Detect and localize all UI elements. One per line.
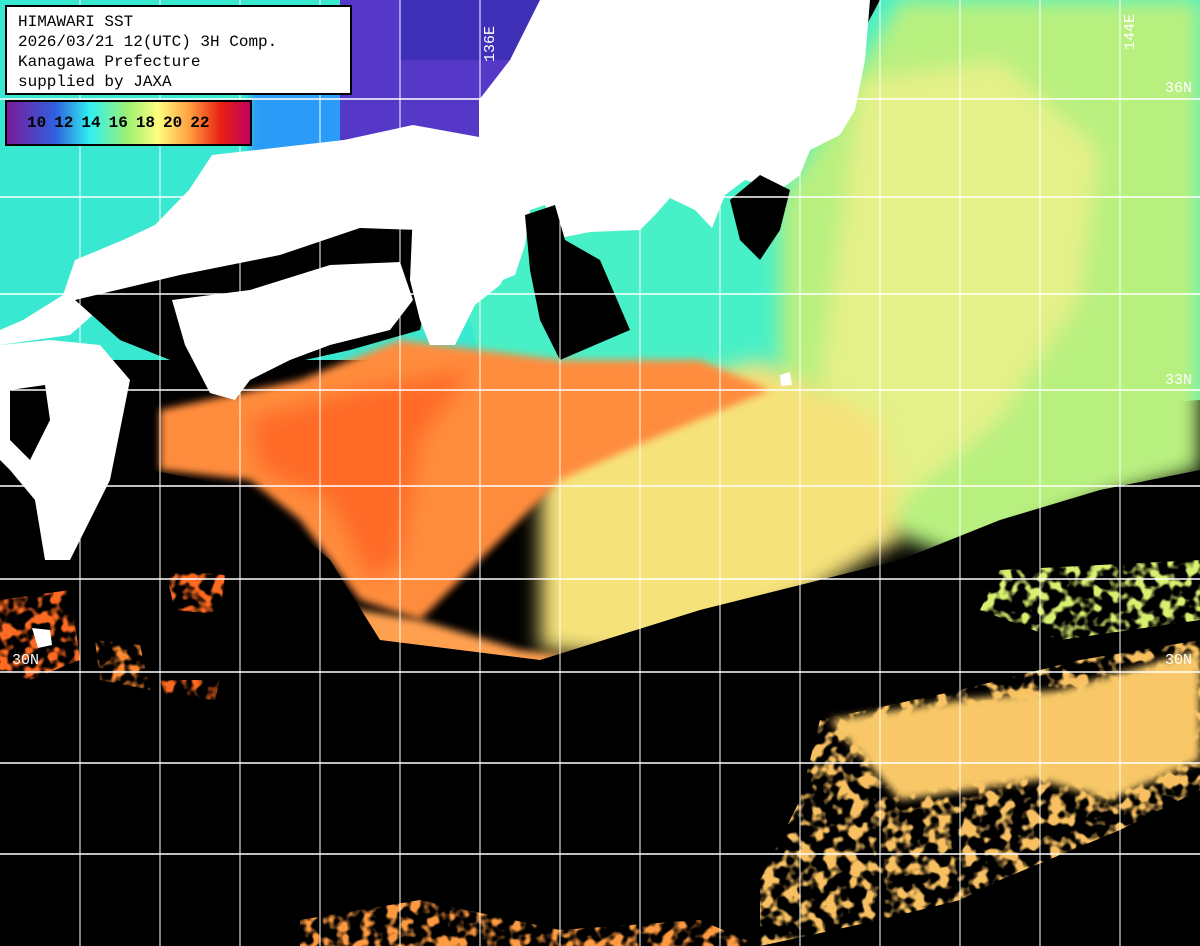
lat-label-36n-right: 36N [1165, 80, 1193, 97]
land-tanegashima [32, 628, 52, 648]
legend-label-22: 22 [190, 114, 210, 132]
legend-label-10: 10 [27, 114, 47, 132]
sea-west-patch-3 [95, 640, 150, 690]
sea-kuroshio-core [250, 370, 470, 580]
title-line-datetime: 2026/03/21 12(UTC) 3H Comp. [18, 33, 278, 51]
sea-west-patch-4 [160, 680, 220, 700]
lat-label-30n-right: 30N [1165, 652, 1193, 669]
color-scale-legend: 10 12 14 16 18 20 22 [5, 100, 252, 146]
sea-south-patch [300, 900, 760, 946]
lat-label-30n-left: 30N [12, 652, 40, 669]
title-box: HIMAWARI SST 2026/03/21 12(UTC) 3H Comp.… [5, 5, 352, 95]
legend-label-18: 18 [135, 114, 156, 132]
legend-label-16: 16 [108, 114, 128, 132]
land-honshu [0, 0, 870, 345]
legend-label-14: 14 [81, 114, 101, 132]
title-line-credit: supplied by JAXA [18, 73, 172, 91]
cloud-ise [525, 205, 630, 360]
sea-east-scatter [980, 560, 1200, 640]
land-island-east [780, 372, 792, 386]
lon-label-144e: 144E [1122, 13, 1139, 50]
land-kii [410, 210, 520, 345]
title-line-product: HIMAWARI SST [18, 13, 134, 31]
sea-west-patch-2 [165, 570, 225, 615]
lat-label-33n-right: 33N [1165, 372, 1193, 389]
title-line-region: Kanagawa Prefecture [18, 53, 201, 71]
legend-label-12: 12 [54, 114, 74, 132]
lon-label-136e: 136E [482, 25, 499, 62]
lat-label-33-left: 33 [12, 372, 31, 389]
cloud-kyushu [10, 385, 50, 460]
legend-label-20: 20 [163, 114, 183, 132]
land-shikoku [172, 262, 413, 400]
